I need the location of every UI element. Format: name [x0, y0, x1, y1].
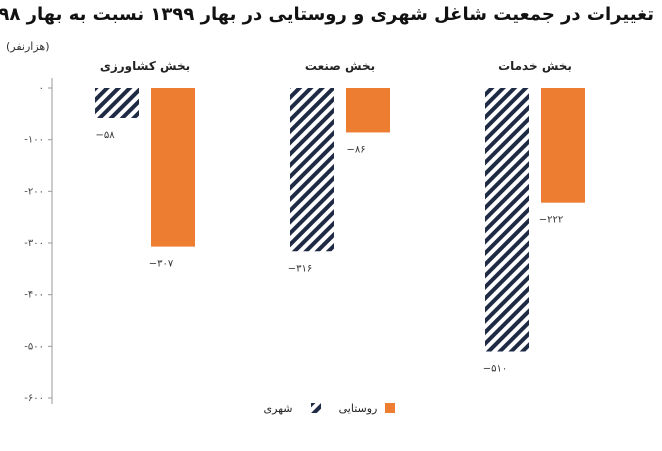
- category-label: بخش کشاورزی: [100, 59, 190, 74]
- y-tick-label: -۵۰۰: [24, 341, 44, 352]
- data-label: −۲۲۲: [539, 215, 564, 226]
- bars: [95, 88, 585, 352]
- y-tick-label: -۱۰۰: [24, 135, 44, 146]
- urban-bar: [95, 88, 139, 118]
- rural-bar: [541, 88, 585, 203]
- y-tick-label: ۰: [39, 83, 44, 94]
- legend-swatch-urban: [311, 403, 321, 413]
- data-label: −۸۶: [346, 144, 365, 155]
- legend-swatch-rural: [385, 403, 395, 413]
- unit-label: (هزارنفر): [6, 40, 50, 53]
- y-tick-label: -۶۰۰: [24, 393, 44, 404]
- data-label: −۵۸: [95, 130, 115, 141]
- category-labels: بخش کشاورزی بخش صنعت بخش خدمات: [100, 59, 572, 74]
- y-tick-label: -۲۰۰: [24, 186, 44, 197]
- category-label: بخش خدمات: [498, 59, 572, 73]
- y-tick-label: -۳۰۰: [24, 238, 44, 249]
- data-label: −۳۰۷: [149, 259, 174, 270]
- urban-bar: [485, 88, 529, 352]
- legend-label-urban: شهری: [264, 402, 293, 415]
- legend-label-rural: روستایی: [339, 402, 378, 415]
- legend: شهری روستایی: [264, 402, 395, 415]
- category-label: بخش صنعت: [305, 59, 375, 73]
- y-axis: ۰ -۱۰۰ -۲۰۰ -۳۰۰ -۴۰۰ -۵۰۰ -۶۰۰: [24, 78, 53, 404]
- chart-title: تغییرات در جمعیت شاغل شهری و روستایی در …: [0, 4, 654, 25]
- y-tick-label: -۴۰۰: [24, 290, 44, 301]
- data-label: −۳۱۶: [288, 263, 313, 274]
- data-labels: −۵۸ −۳۰۷ −۳۱۶ −۸۶ −۵۱۰ −۲۲۲: [95, 130, 563, 375]
- rural-bar: [346, 88, 390, 133]
- urban-bar: [290, 88, 334, 252]
- rural-bar: [151, 88, 195, 247]
- data-label: −۵۱۰: [483, 364, 508, 375]
